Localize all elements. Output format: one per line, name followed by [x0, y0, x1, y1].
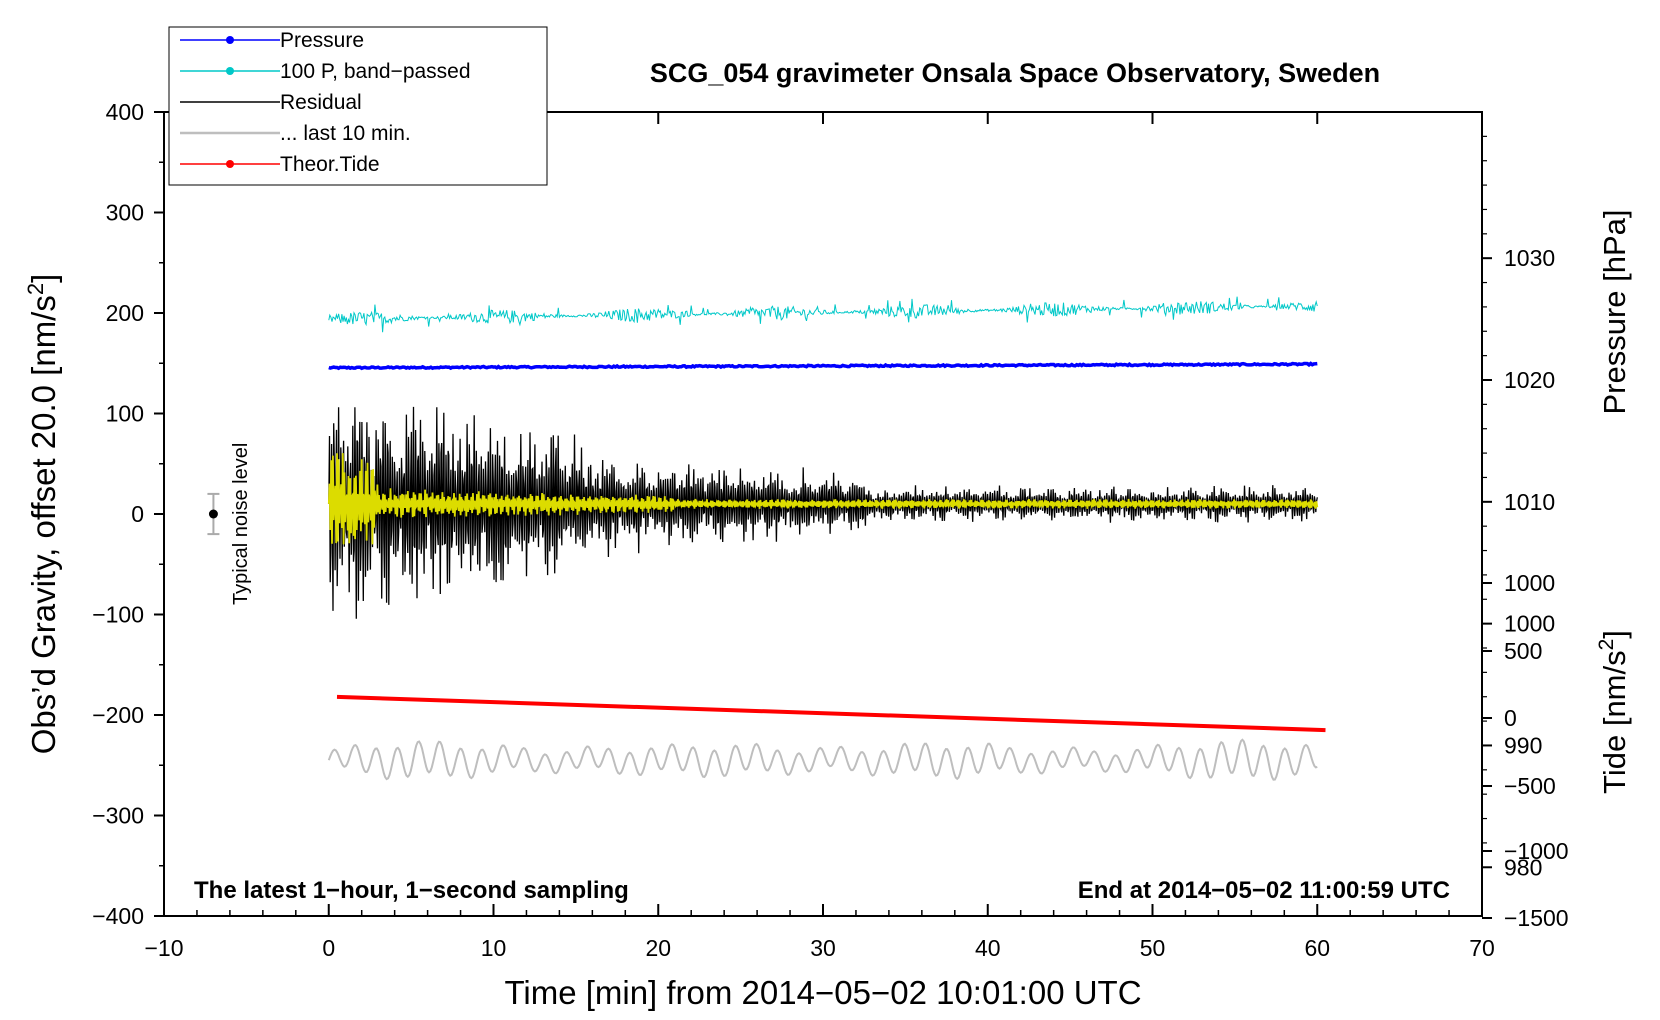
x-axis-title: Time [min] from 2014−05−02 10:01:00 UTC [504, 974, 1141, 1011]
y-tick-label: −200 [92, 702, 144, 728]
y-axis-gravity: 400 300 200 100 0 −100 −200 −300 −400 [92, 99, 164, 929]
y-tick-label: −300 [92, 803, 144, 829]
legend-marker [226, 160, 234, 168]
y-axis-title-tide: Tide [nm/s2] [1595, 630, 1632, 794]
x-tick-label: 50 [1140, 935, 1166, 961]
y-tick-label: −400 [92, 903, 144, 929]
y-axis-title-pressure: Pressure [hPa] [1597, 209, 1632, 414]
y-tick-label: 300 [106, 200, 144, 226]
x-tick-label: 60 [1304, 935, 1330, 961]
legend-marker [226, 67, 234, 75]
legend-label: ... last 10 min. [280, 122, 411, 145]
pressure-series [328, 361, 1318, 371]
legend-label: Residual [280, 91, 362, 114]
pressure-tick-label: 990 [1504, 732, 1542, 758]
noise-level-marker [207, 492, 220, 536]
y-tick-label: 0 [131, 501, 144, 527]
x-tick-label: 30 [810, 935, 836, 961]
y-tick-label: 100 [106, 401, 144, 427]
legend-label: Theor.Tide [280, 153, 380, 176]
y-tick-label: 200 [106, 300, 144, 326]
y-tick-label: 400 [106, 99, 144, 125]
bandpassed-series [328, 296, 1318, 333]
pressure-tick-label: 1010 [1504, 489, 1555, 515]
tide-tick-label: 500 [1504, 638, 1542, 664]
tide-tick-label: −1000 [1504, 838, 1569, 864]
sampling-annotation: The latest 1−hour, 1−second sampling [194, 877, 629, 904]
end-time-annotation: End at 2014−05−02 11:00:59 UTC [1078, 877, 1450, 904]
legend-label: 100 P, band−passed [280, 60, 471, 83]
x-tick-label: 10 [481, 935, 507, 961]
tide-tick-label: 0 [1504, 705, 1517, 731]
x-tick-label: 70 [1469, 935, 1495, 961]
residual-smoothed-series [327, 453, 1319, 545]
pressure-tick-label: 1020 [1504, 367, 1555, 393]
pressure-tick-label: 1030 [1504, 245, 1555, 271]
last-10min-series [327, 738, 1318, 781]
legend-box [168, 26, 548, 186]
x-tick-label: 0 [322, 935, 335, 961]
tide-tick-label: 1000 [1504, 570, 1555, 596]
x-axis: −10 0 10 20 30 40 50 60 70 [144, 112, 1495, 961]
chart-title: SCG_054 gravimeter Onsala Space Observat… [650, 58, 1380, 88]
y-axis-title-gravity: Obs’d Gravity, offset 20.0 [nm/s2] [23, 274, 62, 755]
x-tick-label: −10 [144, 935, 183, 961]
residual-series [328, 406, 1318, 619]
tide-tick-label: −500 [1504, 773, 1556, 799]
y-axis-pressure: 1030 1020 1010 1000 990 980 [1482, 135, 1555, 880]
pressure-tick-label: 1000 [1504, 611, 1555, 637]
noise-point [208, 509, 218, 519]
tide-tick-label: −1500 [1504, 905, 1569, 931]
noise-level-label: Typical noise level [230, 443, 252, 605]
legend-marker [226, 36, 234, 44]
tide-series [336, 694, 1326, 733]
pressure-tick-label: 980 [1504, 854, 1542, 880]
x-tick-label: 40 [975, 935, 1001, 961]
y-tick-label: −100 [92, 602, 144, 628]
legend-label: Pressure [280, 29, 364, 52]
legend: Pressure 100 P, band−passed Residual ... la… [168, 26, 548, 186]
x-tick-label: 20 [645, 935, 671, 961]
series-layer [327, 296, 1326, 781]
